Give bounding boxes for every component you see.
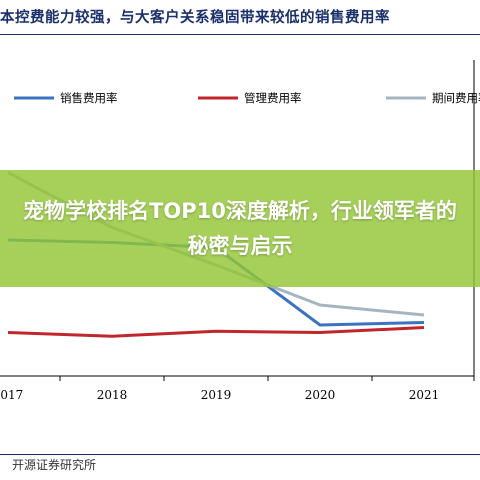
x-tick-label: 2017 <box>0 388 23 402</box>
source-divider <box>0 454 480 455</box>
banner-headline: 宠物学校排名TOP10深度解析，行业领军者的秘密与启示 <box>23 198 457 258</box>
x-tick-label: 2018 <box>97 388 128 402</box>
title-divider <box>0 34 480 35</box>
chart-title: 本控费能力较强，与大客户关系稳固带来较低的销售费用率 <box>0 9 390 26</box>
chart-legend: 销售费用率 管理费用率 期间费用率 <box>14 91 480 105</box>
legend-label: 期间费用率 <box>432 91 480 105</box>
x-tick-label: 2019 <box>201 388 232 402</box>
x-tick-label: 2020 <box>305 388 336 402</box>
series-line <box>7 326 425 338</box>
legend-label: 管理费用率 <box>244 91 302 105</box>
legend-label: 销售费用率 <box>60 91 118 105</box>
x-axis-tick-labels: 2017 2018 2019 2020 2021 <box>0 388 439 402</box>
promo-banner[interactable]: 宠物学校排名TOP10深度解析，行业领军者的秘密与启示 <box>0 170 480 287</box>
source-note: 开源证券研究所 <box>12 458 97 472</box>
x-tick-label: 2021 <box>409 388 440 402</box>
